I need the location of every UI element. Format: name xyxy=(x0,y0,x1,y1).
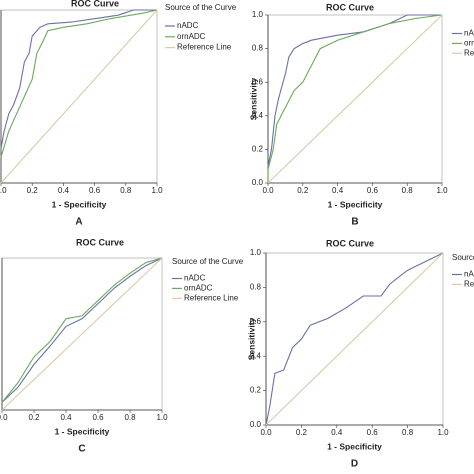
x-tick-label: 0.2 xyxy=(296,428,308,437)
legend-label: ornADC xyxy=(464,39,474,48)
chart-title: ROC Curve xyxy=(326,2,374,12)
roc-curve xyxy=(0,9,158,184)
y-tick-label: 0.8 xyxy=(252,44,264,53)
legend-label: nADC xyxy=(464,270,474,279)
panel-label: B xyxy=(351,217,358,228)
y-tick-label: 0.8 xyxy=(250,283,262,292)
legend-title: Source of the Curve xyxy=(165,3,237,12)
x-tick-label: 1.0 xyxy=(151,186,163,195)
x-tick-label: 1.0 xyxy=(436,186,448,195)
x-tick-label: 0.0 xyxy=(0,413,8,422)
panel-label: D xyxy=(351,459,358,470)
x-tick-label: 0.6 xyxy=(367,428,379,437)
roc-curve xyxy=(0,9,157,149)
y-axis-label: Sensitivity xyxy=(246,317,256,360)
x-tick-label: 0.8 xyxy=(402,186,414,195)
y-tick-label: 0.0 xyxy=(252,178,264,187)
y-tick-label: 1.0 xyxy=(250,248,262,257)
x-axis-label: 1 - Specificity xyxy=(52,199,107,209)
x-tick-label: 0.0 xyxy=(262,186,274,195)
panel-label: A xyxy=(75,217,82,228)
x-tick-label: 0.0 xyxy=(0,186,7,195)
x-tick-label: 1.0 xyxy=(437,428,449,437)
x-tick-label: 1.0 xyxy=(156,413,168,422)
x-axis-label: 1 - Specificity xyxy=(328,199,383,209)
legend-label: Reference Line xyxy=(177,43,232,52)
y-tick-label: 0.4 xyxy=(252,111,264,120)
roc-curve xyxy=(265,252,444,426)
y-tick-label: 0.2 xyxy=(250,386,262,395)
chart-title: ROC Curve xyxy=(76,237,124,247)
x-tick-label: 0.2 xyxy=(297,186,309,195)
x-tick-label: 0.6 xyxy=(92,413,104,422)
legend-title: Source of the Curve xyxy=(172,257,244,266)
legend-label: Reference Line xyxy=(184,293,239,302)
legend-label: Reference Line xyxy=(464,48,474,57)
y-axis-label: Sensitivity xyxy=(248,77,258,120)
roc-curve xyxy=(1,257,163,411)
roc-curve xyxy=(0,9,158,158)
y-tick-label: 0.2 xyxy=(252,145,264,154)
y-tick-label: 1.0 xyxy=(252,10,264,19)
legend-label: nADC xyxy=(184,274,206,283)
y-tick-label: 0.4 xyxy=(250,351,262,360)
y-tick-label: 0.6 xyxy=(250,317,262,326)
x-axis-label: 1 - Specificity xyxy=(327,441,382,451)
legend-label: ornADC xyxy=(177,32,206,41)
x-tick-label: 0.6 xyxy=(367,186,379,195)
roc-curve xyxy=(1,257,163,403)
panel-label: C xyxy=(78,444,85,455)
x-tick-label: 0.8 xyxy=(120,186,132,195)
chart-title: ROC Curve xyxy=(71,0,119,8)
y-tick-label: 0.6 xyxy=(252,77,264,86)
x-tick-label: 0.8 xyxy=(402,428,414,437)
legend-title: Source of the Curve xyxy=(452,253,474,262)
roc-curve xyxy=(267,14,443,184)
legend-label: nADC xyxy=(464,29,474,38)
chart-title: ROC Curve xyxy=(326,238,374,248)
x-tick-label: 0.6 xyxy=(89,186,101,195)
roc-curve xyxy=(265,252,444,426)
legend-label: Reference Line xyxy=(464,280,474,289)
x-tick-label: 0.4 xyxy=(60,413,72,422)
x-tick-label: 0.2 xyxy=(27,186,39,195)
roc-curve xyxy=(1,257,163,403)
x-tick-label: 0.0 xyxy=(260,428,272,437)
x-tick-label: 0.4 xyxy=(332,186,344,195)
legend-label: ornADC xyxy=(184,284,213,293)
y-tick-label: 0.0 xyxy=(250,420,262,429)
x-tick-label: 0.2 xyxy=(28,413,40,422)
legend-label: nADC xyxy=(177,21,199,30)
x-tick-label: 0.4 xyxy=(58,186,70,195)
roc-curve xyxy=(267,14,443,183)
x-tick-label: 0.8 xyxy=(124,413,136,422)
x-axis-label: 1 - Specificity xyxy=(55,426,110,436)
x-tick-label: 0.4 xyxy=(331,428,343,437)
